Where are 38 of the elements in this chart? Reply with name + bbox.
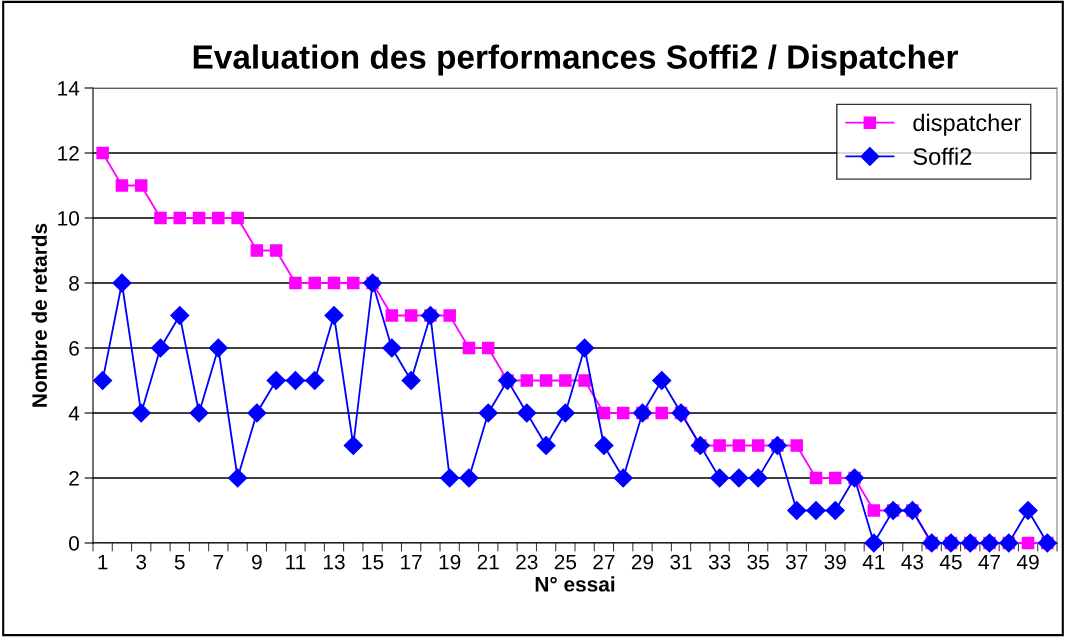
- y-tick-label: 2: [69, 471, 79, 486]
- y-tick-label: 10: [58, 211, 79, 226]
- x-tick-label: 9: [252, 554, 262, 570]
- y-tick-label: 4: [68, 406, 80, 421]
- chart-title: Evaluation des performances Soffi2 / Dispatcher: [193, 44, 958, 76]
- x-tick-label: 29: [631, 554, 654, 570]
- x-tick-label: 49: [1016, 554, 1039, 570]
- legend-label: Soffi2: [913, 147, 972, 165]
- y-tick-label: 6: [69, 341, 79, 356]
- x-tick-label: 47: [978, 554, 1001, 570]
- y-tick-label: 14: [58, 81, 80, 96]
- x-tick-label: 43: [901, 554, 924, 570]
- x-tick-label: 27: [593, 554, 615, 570]
- x-tick-label: 23: [516, 554, 538, 570]
- x-axis-title: N° essai: [535, 576, 615, 592]
- y-tick-label: 12: [58, 146, 79, 161]
- legend-label: dispatcher: [913, 113, 1021, 136]
- x-tick-label: 31: [670, 554, 692, 570]
- x-tick-label: 35: [747, 554, 769, 570]
- x-tick-label: 21: [477, 554, 499, 570]
- x-tick-label: 11: [286, 554, 306, 570]
- y-tick-label: 8: [69, 276, 79, 291]
- x-tick-label: 7: [213, 554, 224, 570]
- x-tick-label: 45: [939, 554, 962, 570]
- x-tick-label: 41: [862, 554, 885, 570]
- x-tick-label: 33: [708, 554, 731, 570]
- x-tick-label: 15: [362, 554, 384, 570]
- y-tick-label: 0: [69, 536, 79, 551]
- x-tick-label: 25: [554, 554, 577, 570]
- x-tick-label: 37: [785, 554, 808, 570]
- x-tick-label: 17: [401, 554, 422, 570]
- x-tick-label: 13: [324, 554, 345, 570]
- y-axis-title: Nombre de retards: [31, 223, 47, 407]
- x-tick-label: 5: [174, 554, 185, 570]
- x-tick-label: 3: [136, 554, 147, 570]
- x-tick-label: 39: [824, 554, 846, 570]
- x-tick-label: 19: [439, 554, 461, 570]
- x-tick-label: 1: [98, 554, 108, 570]
